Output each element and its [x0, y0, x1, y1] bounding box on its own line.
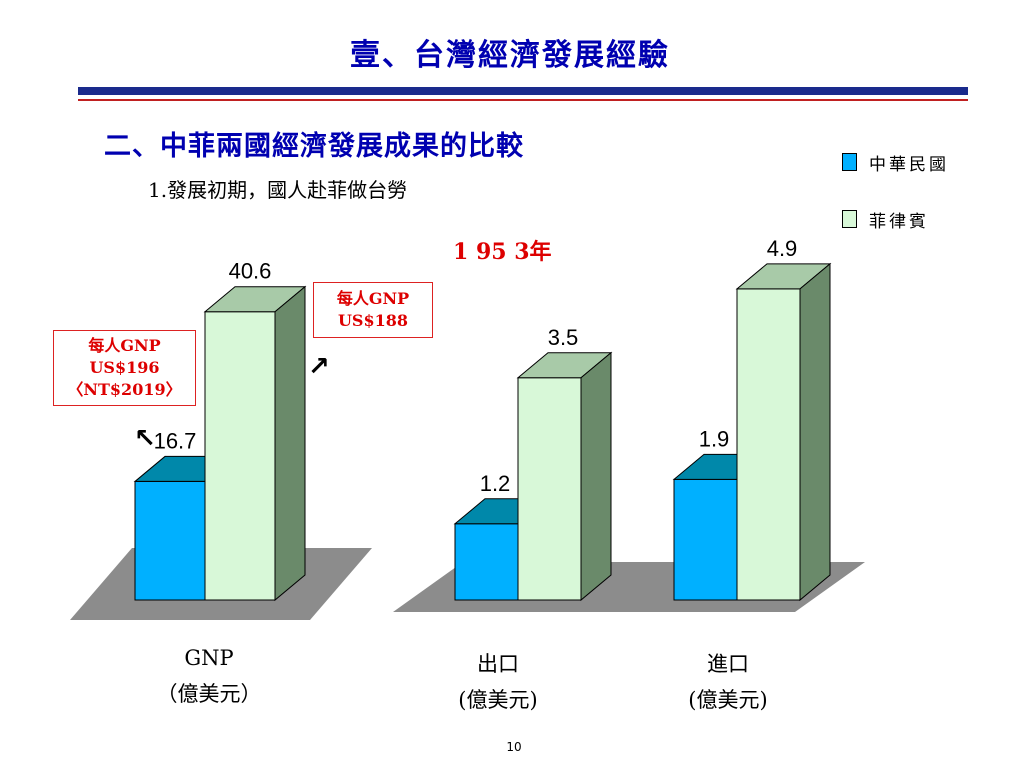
- value-label-2-0: 1.9: [699, 426, 730, 451]
- callout-roc-line-2: US$196: [89, 358, 160, 377]
- callout-ph-line-1: 每人GNP: [336, 289, 410, 308]
- category-name-import: 進口: [707, 652, 749, 676]
- legend-swatch-ph: [842, 210, 857, 228]
- bar-front-2-0: [673, 478, 738, 601]
- arrow-up-right-icon: ↗: [308, 352, 330, 382]
- value-label-2-1: 4.9: [767, 236, 798, 261]
- bar-front-0-1: [204, 311, 276, 601]
- value-label-0-0: 16.7: [154, 428, 197, 453]
- bar-front-0-0: [134, 480, 206, 601]
- title-rule-thick: [78, 87, 968, 95]
- callout-ph-line-2: US$188: [337, 311, 409, 330]
- bar-front-2-1: [736, 288, 801, 601]
- page-number: 10: [506, 740, 522, 754]
- category-unit-import: (億美元): [688, 688, 768, 712]
- bar-front-1-0: [454, 523, 519, 601]
- bar-side-2-1: [799, 262, 831, 602]
- legend-swatch-roc: [842, 153, 857, 171]
- chart-title-year: 1 95 3年: [453, 239, 552, 265]
- category-name-export: 出口: [477, 652, 519, 676]
- category-label-import: 進口 (億美元): [643, 646, 813, 718]
- value-label-1-1: 3.5: [548, 325, 579, 350]
- callout-roc-line-3: 〈NT$2019〉: [67, 380, 182, 399]
- category-unit-export: (億美元): [458, 688, 538, 712]
- category-unit-gnp: （億美元）: [156, 682, 262, 706]
- legend-label-roc: 中華民國: [869, 154, 949, 175]
- value-label-1-0: 1.2: [480, 471, 511, 496]
- legend-item-ph: 菲律賓: [842, 207, 949, 232]
- legend-item-roc: 中華民國: [842, 150, 949, 175]
- section-heading: 二、中菲兩國經濟發展成果的比較: [104, 131, 524, 162]
- slide-title: 壹、台灣經濟發展經驗: [350, 38, 670, 73]
- category-label-gnp: GNP （億美元）: [124, 640, 294, 712]
- callout-roc-gnp: 每人GNP US$196 〈NT$2019〉: [53, 330, 196, 406]
- value-label-0-1: 40.6: [229, 259, 272, 284]
- callout-ph-gnp: 每人GNP US$188: [313, 282, 433, 338]
- callout-roc-line-1: 每人GNP: [88, 336, 161, 355]
- subheading: 1.發展初期，國人赴菲做台勞: [148, 178, 408, 202]
- arrow-up-left-icon: ↖: [134, 424, 156, 454]
- bar-side-1-1: [580, 351, 612, 602]
- bar-front-1-1: [517, 377, 582, 601]
- chart-legend: 中華民國 菲律賓: [842, 150, 949, 264]
- title-rule-thin: [78, 99, 968, 101]
- legend-label-ph: 菲律賓: [869, 211, 929, 232]
- category-name-gnp: GNP: [184, 646, 234, 670]
- category-label-export: 出口 (億美元): [413, 646, 583, 718]
- bar-side-0-1: [274, 285, 306, 602]
